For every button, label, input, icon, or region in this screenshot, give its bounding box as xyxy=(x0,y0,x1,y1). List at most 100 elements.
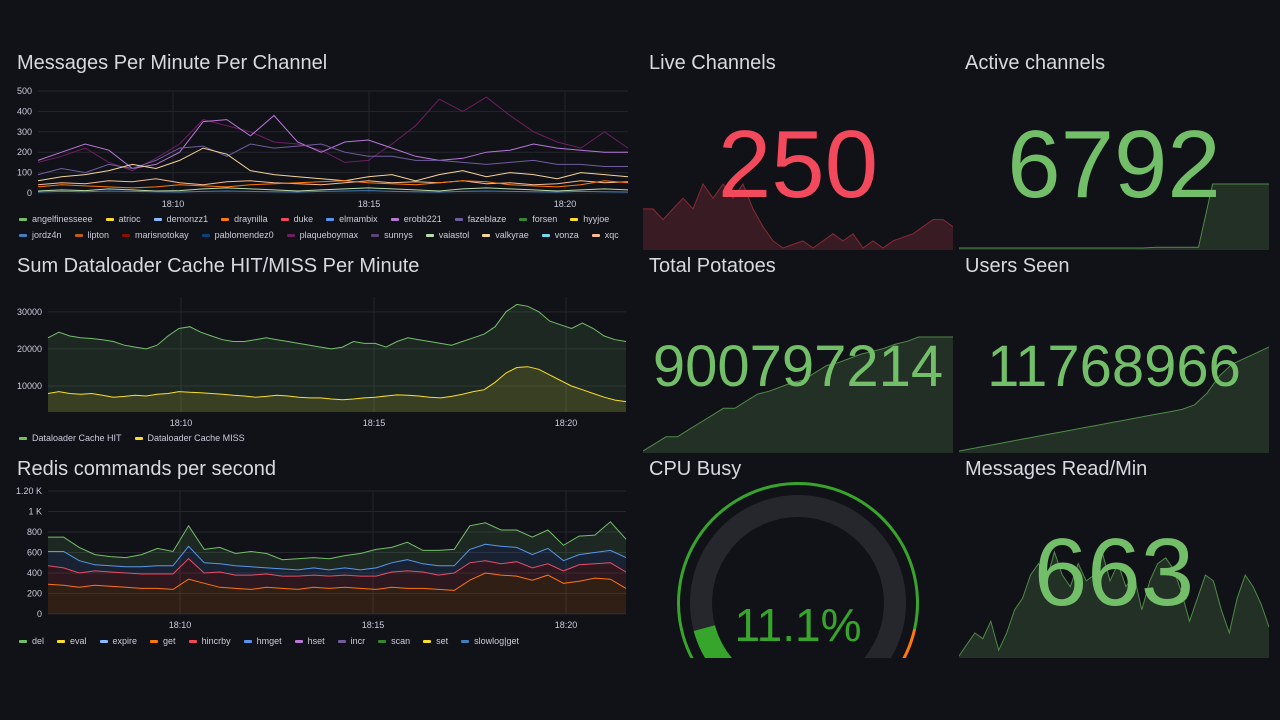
redis-chart[interactable]: 0 200 400 600 800 1 K 1.20 K 18:10 18:15 18:20 xyxy=(0,406,640,636)
series-line[interactable] xyxy=(37,114,628,170)
legend-item[interactable]: hyyjoe xyxy=(570,214,609,224)
legend-item[interactable]: sunnys xyxy=(371,230,413,240)
messages-chart[interactable]: 0 100 200 300 400 500 18:10 18:15 18:20 xyxy=(0,0,640,210)
y-tick-label: 200 xyxy=(17,147,32,157)
legend-item[interactable]: vaiastol xyxy=(425,230,469,240)
series-line[interactable] xyxy=(48,543,627,571)
stat-total-potatoes: Total Potatoes 900797214 xyxy=(643,255,953,453)
series-line[interactable] xyxy=(37,96,629,172)
sparkline xyxy=(959,183,1269,250)
legend-swatch xyxy=(425,233,434,237)
panel-messages-per-minute: Messages Per Minute Per Channel 0 100 200 3… xyxy=(0,0,640,250)
legend-item[interactable]: slowlog|get xyxy=(461,636,519,646)
legend-swatch xyxy=(19,639,27,643)
legend-swatch xyxy=(99,639,108,643)
legend-item[interactable]: expire xyxy=(99,636,138,646)
series-area xyxy=(48,521,626,570)
legend-item[interactable]: erobb221 xyxy=(390,214,442,224)
stat-title: Total Potatoes xyxy=(649,255,776,277)
legend-swatch xyxy=(188,639,197,643)
series-line[interactable] xyxy=(47,366,627,403)
legend-item[interactable]: angelfinesseee xyxy=(19,214,93,224)
legend-swatch xyxy=(74,233,83,237)
legend-swatch xyxy=(105,217,114,221)
stat-title: Messages Read/Min xyxy=(965,458,1148,480)
legend-item[interactable]: scan xyxy=(378,636,410,646)
panel-title: Redis commands per second xyxy=(17,458,277,480)
y-tick-label: 400 xyxy=(17,106,32,116)
series-line[interactable] xyxy=(47,558,627,577)
legend-swatch xyxy=(454,217,463,221)
legend-item[interactable]: demonzz1 xyxy=(153,214,208,224)
legend-item[interactable]: jordz4n xyxy=(19,230,62,240)
legend-item[interactable]: vonza xyxy=(541,230,579,240)
stat-active-channels: Active channels 6792 xyxy=(959,52,1269,250)
legend-label: jordz4n xyxy=(32,230,62,240)
legend-item[interactable]: plaqueboymax xyxy=(286,230,358,240)
legend-item[interactable]: Dataloader Cache HIT xyxy=(19,433,122,443)
series-line[interactable] xyxy=(37,190,629,193)
legend-label: marisnotokay xyxy=(135,230,189,240)
stat-messages-read: Messages Read/Min 663 xyxy=(959,458,1269,658)
y-tick-label: 800 xyxy=(27,527,42,537)
series-line[interactable] xyxy=(37,147,629,182)
legend-item[interactable]: duke xyxy=(280,214,313,224)
y-tick-label: 20000 xyxy=(17,344,42,354)
legend-item[interactable]: marisnotokay xyxy=(122,230,189,240)
sparkline-line xyxy=(643,336,953,452)
legend-swatch xyxy=(337,639,346,643)
legend-item[interactable]: forsen xyxy=(519,214,557,224)
legend-item[interactable]: xqc xyxy=(591,230,619,240)
dataloader-chart[interactable]: 10000 20000 30000 18:10 18:15 18:20 xyxy=(0,203,640,433)
legend-item[interactable]: draynilla xyxy=(221,214,268,224)
legend-item[interactable]: get xyxy=(150,636,176,646)
y-tick-label: 10000 xyxy=(17,381,42,391)
series-line[interactable] xyxy=(47,572,627,591)
legend-item[interactable]: pablomendez0 xyxy=(201,230,274,240)
series-line[interactable] xyxy=(37,178,629,186)
sparkline-area xyxy=(643,337,953,453)
series-line[interactable] xyxy=(37,187,629,192)
legend-item[interactable]: lipton xyxy=(74,230,109,240)
legend-label: elmambix xyxy=(339,214,378,224)
legend-item[interactable]: del xyxy=(19,636,44,646)
legend-label: fazeblaze xyxy=(467,214,507,224)
cpu-gauge xyxy=(677,482,919,658)
legend-swatch xyxy=(153,217,162,221)
legend-label: expire xyxy=(112,636,138,646)
sparkline xyxy=(643,182,953,250)
legend-item[interactable]: hset xyxy=(294,636,325,646)
legend-swatch xyxy=(423,639,432,643)
legend-label: sunnys xyxy=(384,230,413,240)
y-tick-label: 100 xyxy=(17,168,32,178)
legend-label: erobb221 xyxy=(403,214,442,224)
legend-item[interactable]: hmget xyxy=(243,636,282,646)
series-line[interactable] xyxy=(47,303,627,350)
legend-item[interactable]: eval xyxy=(57,636,87,646)
legend-swatch xyxy=(19,233,27,237)
x-tick-label: 18:10 xyxy=(169,620,192,630)
legend-label: hmget xyxy=(256,636,282,646)
sparkline-line xyxy=(959,550,1269,657)
x-tick-label: 18:10 xyxy=(162,199,185,209)
legend-item[interactable]: Dataloader Cache MISS xyxy=(134,433,245,443)
series-line[interactable] xyxy=(37,143,628,176)
legend-item[interactable]: elmambix xyxy=(326,214,378,224)
legend-label: set xyxy=(436,636,449,646)
legend-item[interactable]: hincrby xyxy=(188,636,231,646)
legend-item[interactable]: set xyxy=(423,636,448,646)
legend-label: valkyrae xyxy=(495,230,529,240)
series-line[interactable] xyxy=(48,521,627,561)
legend-swatch xyxy=(482,233,491,237)
series-line[interactable] xyxy=(37,180,629,189)
legend-item[interactable]: fazeblaze xyxy=(454,214,507,224)
series-area xyxy=(48,573,626,614)
stat-live-channels: Live Channels 250 xyxy=(643,52,953,250)
legend-item[interactable]: valkyrae xyxy=(482,230,529,240)
legend-label: hset xyxy=(307,636,325,646)
stat-value: 6792 xyxy=(1007,111,1221,218)
x-tick-label: 18:15 xyxy=(358,199,381,209)
legend-item[interactable]: atrioc xyxy=(105,214,141,224)
legend-item[interactable]: incr xyxy=(337,636,365,646)
x-tick-label: 18:10 xyxy=(170,418,193,428)
